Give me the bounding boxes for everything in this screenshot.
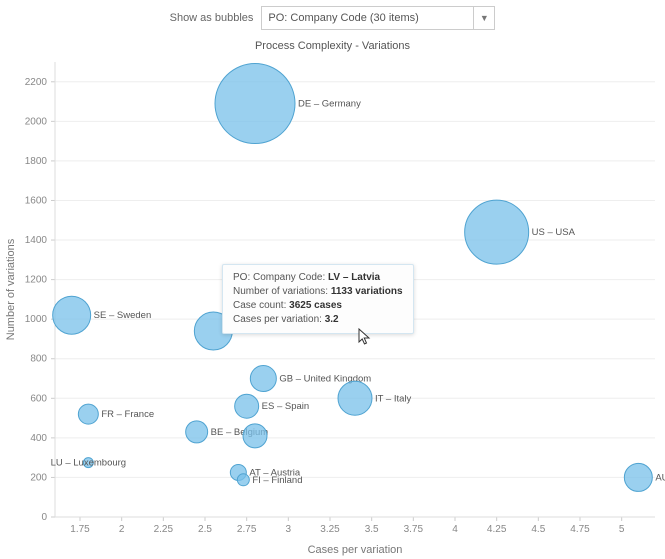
svg-text:2000: 2000 bbox=[25, 116, 48, 127]
svg-text:ES – Spain: ES – Spain bbox=[262, 401, 310, 412]
svg-text:2.25: 2.25 bbox=[154, 524, 174, 535]
bubble-FR[interactable] bbox=[78, 404, 98, 424]
tooltip-val: 3625 cases bbox=[289, 300, 342, 311]
bubble-DE[interactable] bbox=[215, 64, 295, 144]
svg-text:800: 800 bbox=[30, 354, 47, 365]
svg-text:Cases per variation: Cases per variation bbox=[308, 544, 403, 556]
svg-text:5: 5 bbox=[619, 524, 625, 535]
svg-text:US – USA: US – USA bbox=[532, 227, 576, 238]
bubbles-label: Show as bubbles bbox=[170, 12, 254, 24]
dimension-select[interactable]: PO: Company Code (30 items) ▼ bbox=[261, 6, 495, 30]
tooltip-key: PO: Company Code: bbox=[233, 272, 325, 283]
tooltip-key: Case count: bbox=[233, 300, 286, 311]
bubble-X1[interactable] bbox=[243, 424, 267, 448]
svg-text:AT – Austria: AT – Austria bbox=[249, 467, 301, 478]
bubble-AU[interactable] bbox=[624, 463, 652, 491]
tooltip-val: 3.2 bbox=[325, 314, 339, 325]
svg-text:4.5: 4.5 bbox=[531, 524, 545, 535]
bubble-chart[interactable]: 0 200 400 600 800 1000 1200 1400 1600 1800 2000 220… bbox=[0, 52, 665, 557]
bubble-US[interactable] bbox=[465, 200, 529, 264]
bubble-ES[interactable] bbox=[235, 394, 259, 418]
svg-text:3: 3 bbox=[286, 524, 292, 535]
svg-text:3.75: 3.75 bbox=[404, 524, 424, 535]
bubble-FI[interactable] bbox=[237, 474, 249, 486]
svg-text:3.25: 3.25 bbox=[320, 524, 340, 535]
svg-text:2.75: 2.75 bbox=[237, 524, 257, 535]
svg-text:1000: 1000 bbox=[25, 314, 48, 325]
svg-text:600: 600 bbox=[30, 393, 47, 404]
svg-text:Number of variations: Number of variations bbox=[5, 238, 17, 340]
svg-text:200: 200 bbox=[30, 472, 47, 483]
bubble-BE[interactable] bbox=[186, 421, 208, 443]
svg-text:2: 2 bbox=[119, 524, 125, 535]
bubble-LU[interactable] bbox=[83, 458, 93, 468]
svg-text:0: 0 bbox=[41, 512, 47, 523]
tooltip-key: Cases per variation: bbox=[233, 314, 322, 325]
svg-text:4.25: 4.25 bbox=[487, 524, 507, 535]
controls-bar: Show as bubbles PO: Company Code (30 ite… bbox=[0, 0, 665, 34]
chevron-down-icon: ▼ bbox=[473, 7, 494, 29]
svg-text:1200: 1200 bbox=[25, 275, 48, 286]
svg-text:2200: 2200 bbox=[25, 77, 48, 88]
tooltip-val: 1133 variations bbox=[331, 286, 403, 297]
chart-title: Process Complexity - Variations bbox=[0, 40, 665, 52]
bubble-IT[interactable] bbox=[338, 381, 372, 415]
svg-text:1600: 1600 bbox=[25, 195, 48, 206]
svg-text:4.75: 4.75 bbox=[570, 524, 590, 535]
svg-text:1.75: 1.75 bbox=[70, 524, 90, 535]
svg-text:AU – Australia: AU – Australia bbox=[655, 472, 665, 483]
tooltip-val: LV – Latvia bbox=[328, 272, 380, 283]
svg-text:3.5: 3.5 bbox=[365, 524, 379, 535]
tooltip-key: Number of variations: bbox=[233, 286, 328, 297]
svg-text:4: 4 bbox=[452, 524, 458, 535]
bubble-SE[interactable] bbox=[53, 296, 91, 334]
svg-text:DE – Germany: DE – Germany bbox=[298, 99, 361, 110]
dimension-select-value: PO: Company Code (30 items) bbox=[268, 12, 418, 24]
tooltip: PO: Company Code: LV – Latvia Number of … bbox=[222, 264, 414, 334]
svg-text:FR – France: FR – France bbox=[101, 409, 154, 420]
svg-text:FI – Finland: FI – Finland bbox=[252, 475, 302, 486]
bubble-GB[interactable] bbox=[250, 366, 276, 392]
svg-text:400: 400 bbox=[30, 433, 47, 444]
svg-text:2.5: 2.5 bbox=[198, 524, 212, 535]
svg-text:1400: 1400 bbox=[25, 235, 48, 246]
svg-text:1800: 1800 bbox=[25, 156, 48, 167]
